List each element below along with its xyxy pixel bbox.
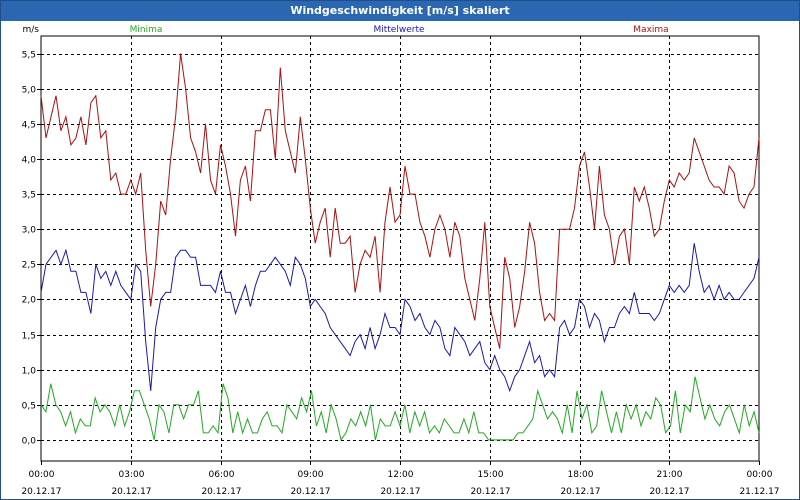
legend-minima: Minima — [130, 25, 163, 35]
y-tick-label: 2,0 — [22, 296, 37, 306]
legend-mittelwerte: Mittelwerte — [373, 25, 424, 35]
x-tick-date-label: 20.12.17 — [201, 487, 241, 497]
y-axis-label: m/s — [23, 25, 40, 35]
x-tick-date-label: 20.12.17 — [290, 487, 330, 497]
x-tick-date-label: 20.12.17 — [111, 487, 151, 497]
y-tick-label: 0,5 — [22, 402, 36, 412]
y-tick-label: 1,0 — [22, 367, 37, 377]
y-tick-label: 1,5 — [22, 332, 36, 342]
x-tick-date-label: 20.12.17 — [649, 487, 689, 497]
x-tick-time-label: 12:00 — [388, 470, 414, 480]
y-tick-label: 2,5 — [22, 261, 36, 271]
x-tick-date-label: 20.12.17 — [380, 487, 420, 497]
x-tick-time-label: 09:00 — [298, 470, 324, 480]
x-tick-date-label: 20.12.17 — [470, 487, 510, 497]
y-tick-label: 5,0 — [22, 86, 37, 96]
wind-speed-chart: 0,0 0,5 1,0 1,5 2,0 2,5 3,0 3,5 4,0 4,5 5,0 5,5 m/s 0… — [21, 25, 779, 497]
y-tick-label: 5,5 — [22, 51, 36, 61]
x-tick-time-label: 06:00 — [209, 470, 235, 480]
x-tick-date-label: 20.12.17 — [560, 487, 600, 497]
y-tick-label: 4,0 — [22, 156, 37, 166]
x-tick-time-label: 00:00 — [29, 470, 55, 480]
x-tick-time-label: 15:00 — [478, 470, 504, 480]
x-tick-date-label: 20.12.17 — [21, 487, 61, 497]
y-tick-label: 3,0 — [22, 226, 37, 236]
x-tick-time-label: 03:00 — [119, 470, 145, 480]
series-line-minima — [40, 376, 760, 442]
x-tick-date-label: 21.12.17 — [739, 487, 779, 497]
x-tick-time-label: 21:00 — [657, 470, 683, 480]
series-line-maxima — [40, 53, 760, 349]
x-tick-time-label: 00:00 — [747, 470, 773, 480]
y-tick-label: 4,5 — [22, 121, 36, 131]
series-line-mittelwerte — [40, 243, 760, 393]
chart-title: Windgeschwindigkeit [m/s] skaliert — [1, 1, 799, 21]
y-tick-label: 3,5 — [22, 191, 36, 201]
y-tick-label: 0,0 — [22, 437, 37, 447]
x-tick-time-label: 18:00 — [568, 470, 594, 480]
legend-maxima: Maxima — [633, 25, 668, 35]
